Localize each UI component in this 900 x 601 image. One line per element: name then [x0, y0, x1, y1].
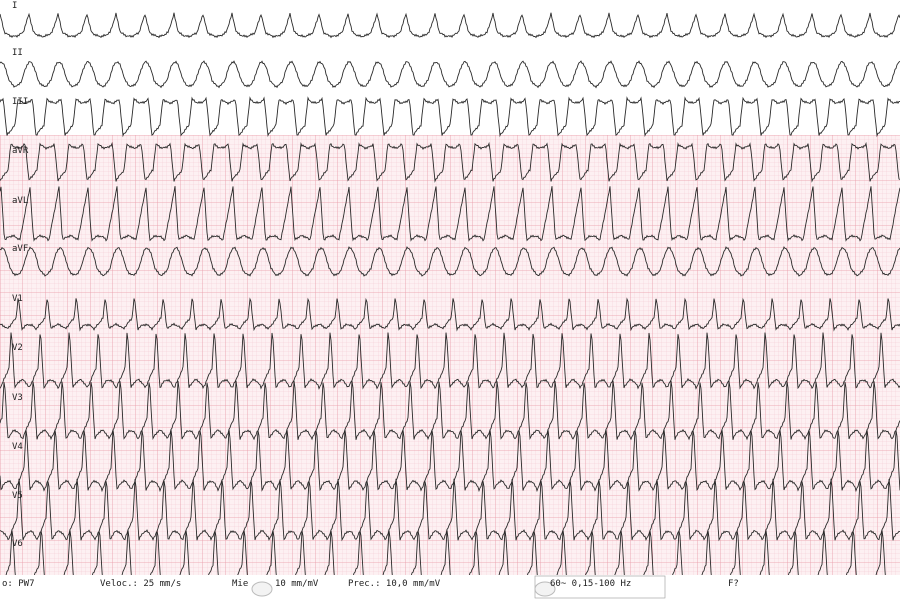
waveform: [0, 60, 900, 89]
lead-label: V1: [12, 294, 23, 304]
lead-label: V2: [12, 343, 23, 353]
lead-label: V3: [12, 393, 23, 403]
pill: [251, 581, 273, 597]
lead-label: V5: [12, 491, 23, 501]
waveform: [0, 380, 900, 441]
footer-text: Prec.: 10,0 mm/mV: [348, 579, 441, 589]
footer-text: F?: [728, 579, 739, 589]
grid: [0, 135, 900, 575]
waveform: [0, 246, 900, 277]
lead-label: I: [12, 1, 17, 11]
waveform: [0, 141, 900, 183]
waveform: [0, 12, 900, 39]
lead-label: V6: [12, 539, 23, 549]
waveform: [0, 478, 900, 542]
lead-label: V4: [12, 442, 23, 452]
footer-text: 60~ 0,15-100 Hz: [550, 579, 631, 589]
lead-label: III: [12, 97, 28, 107]
footer-text: Mie: [232, 579, 248, 589]
lead-label: aVF: [12, 244, 28, 254]
waveforms: [0, 12, 900, 588]
waveform: [0, 429, 900, 493]
footer-text: o: PW7: [2, 579, 35, 589]
lead-label: aVL: [12, 196, 28, 206]
waveform: [0, 332, 900, 390]
waveform: [0, 186, 900, 242]
waveform: [0, 96, 900, 138]
lead-label: II: [12, 48, 23, 58]
footer-text: 10 mm/mV: [275, 579, 319, 589]
lead-label: aVR: [12, 146, 29, 156]
pill: [534, 581, 556, 597]
waveform: [0, 297, 900, 332]
footer-band: [0, 575, 900, 601]
footer-text: Veloc.: 25 mm/s: [100, 579, 181, 589]
